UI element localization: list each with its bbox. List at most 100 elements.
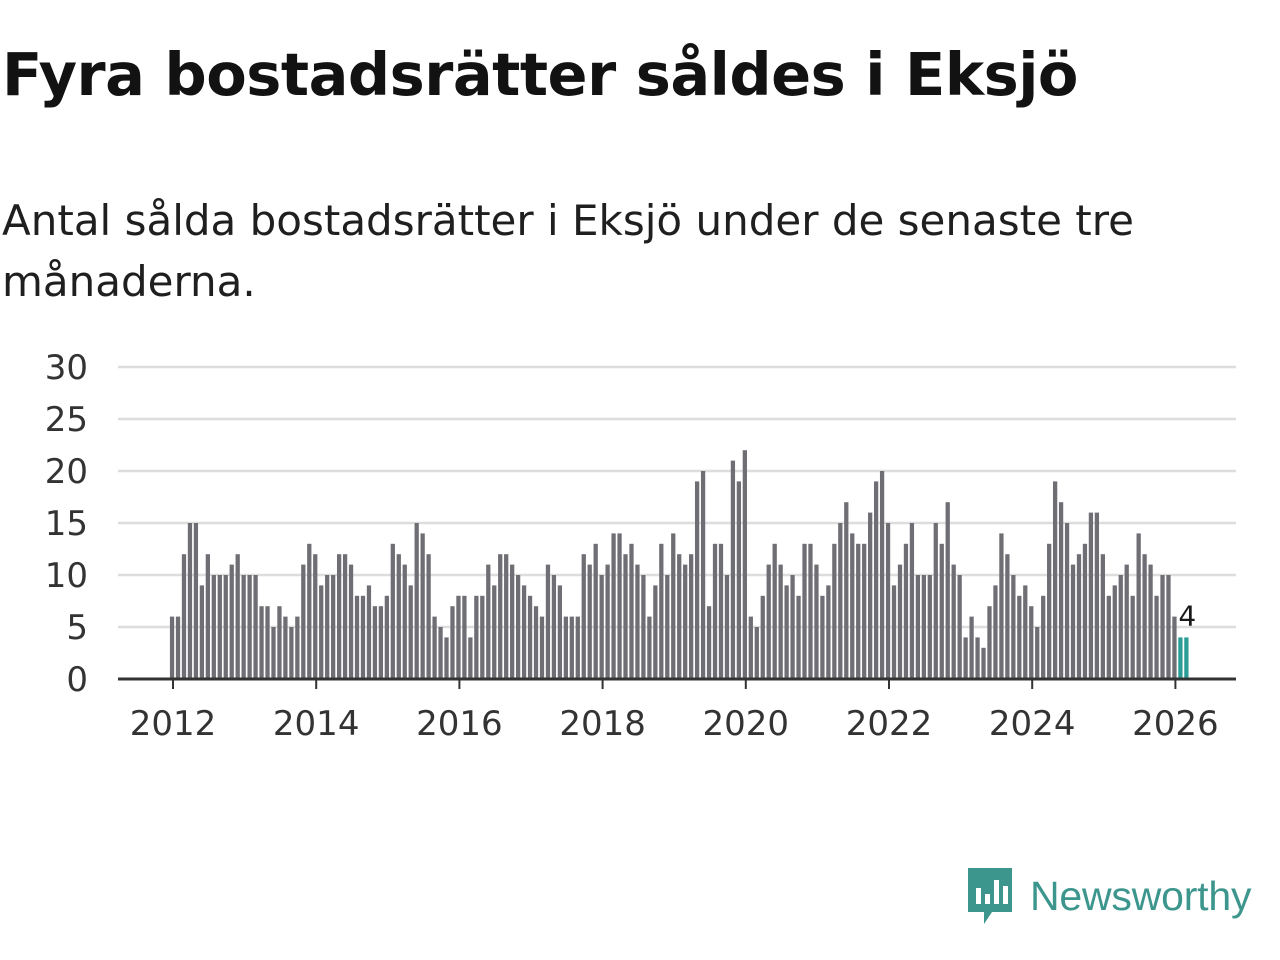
bar xyxy=(259,606,264,679)
bar xyxy=(760,595,765,679)
bar xyxy=(1112,585,1117,679)
bar xyxy=(1017,595,1022,679)
bar xyxy=(957,575,962,679)
bar xyxy=(730,460,736,679)
y-tick-label: 10 xyxy=(45,556,88,596)
bar xyxy=(504,554,509,679)
chart-title: Fyra bostadsrätter såldes i Eksjö xyxy=(2,40,1078,109)
bar xyxy=(808,543,813,679)
bar xyxy=(569,616,574,679)
bar xyxy=(981,647,986,679)
bar xyxy=(217,575,222,679)
bar xyxy=(772,543,777,679)
bar xyxy=(975,637,980,679)
bar xyxy=(486,564,491,679)
bar xyxy=(253,575,258,679)
bar xyxy=(784,585,789,679)
bar xyxy=(790,575,795,679)
bar xyxy=(1130,595,1135,679)
bar xyxy=(683,564,688,679)
bar xyxy=(1082,543,1088,679)
bar xyxy=(999,533,1004,679)
bar xyxy=(301,564,306,679)
bar xyxy=(939,543,944,679)
bar xyxy=(909,523,915,679)
bar xyxy=(402,564,407,679)
bar xyxy=(629,543,634,679)
bar xyxy=(539,616,545,679)
bar xyxy=(933,523,938,679)
bar xyxy=(229,564,234,679)
brand-logo: Newsworthy xyxy=(964,866,1251,926)
bar xyxy=(599,575,604,679)
bar xyxy=(295,616,300,679)
bar xyxy=(897,564,903,679)
bar xyxy=(211,575,216,679)
bar xyxy=(1166,575,1171,679)
bar xyxy=(1118,575,1123,679)
bar xyxy=(277,606,282,679)
bar xyxy=(468,637,473,679)
bar xyxy=(1184,637,1189,679)
bar xyxy=(850,533,855,679)
bar xyxy=(1058,502,1064,679)
bar xyxy=(193,523,199,679)
bar xyxy=(903,543,909,679)
bar xyxy=(891,585,897,679)
bar xyxy=(354,595,360,679)
y-tick-label: 0 xyxy=(66,660,88,700)
y-tick-label: 25 xyxy=(45,400,88,440)
bar xyxy=(241,575,246,679)
bar xyxy=(181,554,187,679)
bar xyxy=(331,575,336,679)
bar xyxy=(623,554,628,679)
bar xyxy=(778,564,783,679)
bar xyxy=(1011,575,1016,679)
bar xyxy=(438,627,443,679)
bar xyxy=(450,606,455,679)
bar xyxy=(444,637,449,679)
bar xyxy=(611,533,616,679)
bar xyxy=(826,585,831,679)
bar xyxy=(545,564,551,679)
bar xyxy=(844,502,849,679)
bar xyxy=(862,543,867,679)
bar xyxy=(868,512,873,679)
bar xyxy=(820,595,825,679)
bar xyxy=(289,627,294,679)
bar xyxy=(1076,554,1082,679)
bar xyxy=(498,554,503,679)
bar xyxy=(677,554,682,679)
bar xyxy=(873,481,879,679)
last-value-label: 4 xyxy=(1178,599,1196,632)
bar xyxy=(963,637,968,679)
bar xyxy=(1023,585,1028,679)
x-tick-label: 2014 xyxy=(273,704,360,744)
bar xyxy=(247,575,252,679)
bar xyxy=(814,564,819,679)
bar xyxy=(515,575,521,679)
bar xyxy=(1088,512,1094,679)
brand-name: Newsworthy xyxy=(1030,872,1252,919)
bar xyxy=(390,543,395,679)
bar xyxy=(1178,637,1183,679)
bar xyxy=(342,554,348,679)
bar xyxy=(659,543,664,679)
bar xyxy=(993,585,998,679)
bar xyxy=(235,554,240,679)
bar xyxy=(521,585,527,679)
bar-series xyxy=(169,450,1189,679)
bar xyxy=(927,575,932,679)
x-tick-label: 2020 xyxy=(703,704,790,744)
bar xyxy=(462,595,467,679)
bar xyxy=(605,564,610,679)
newsworthy-logo-icon xyxy=(968,868,1012,924)
bar xyxy=(742,450,747,679)
bar xyxy=(915,575,921,679)
y-tick-label: 15 xyxy=(45,504,88,544)
bar xyxy=(378,606,384,679)
bar xyxy=(492,585,497,679)
bar xyxy=(1064,523,1070,679)
chart-subtitle: Antal sålda bostadsrätter i Eksjö under … xyxy=(2,196,1134,306)
bar xyxy=(319,585,324,679)
